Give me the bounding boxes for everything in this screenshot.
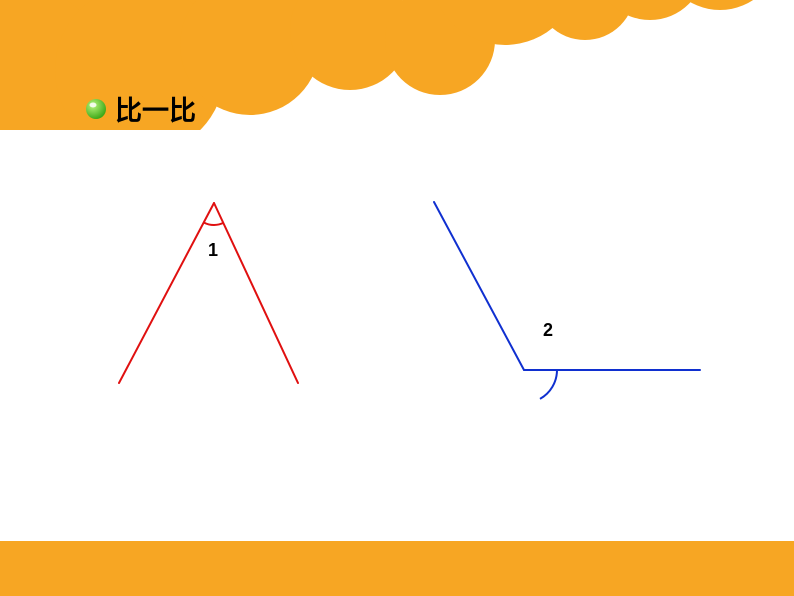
angle-1-label: 1 <box>208 240 218 261</box>
diagram-area: 1 2 <box>0 190 794 410</box>
angle-2 <box>434 202 700 399</box>
angle-2-label: 2 <box>543 320 553 341</box>
footer-bar <box>0 541 794 596</box>
page-title: 比一比 <box>115 89 196 128</box>
angle-1 <box>119 203 298 383</box>
title-row: 比一比 <box>85 89 196 128</box>
bullet-sphere-icon <box>85 98 107 120</box>
angles-svg <box>0 190 794 410</box>
